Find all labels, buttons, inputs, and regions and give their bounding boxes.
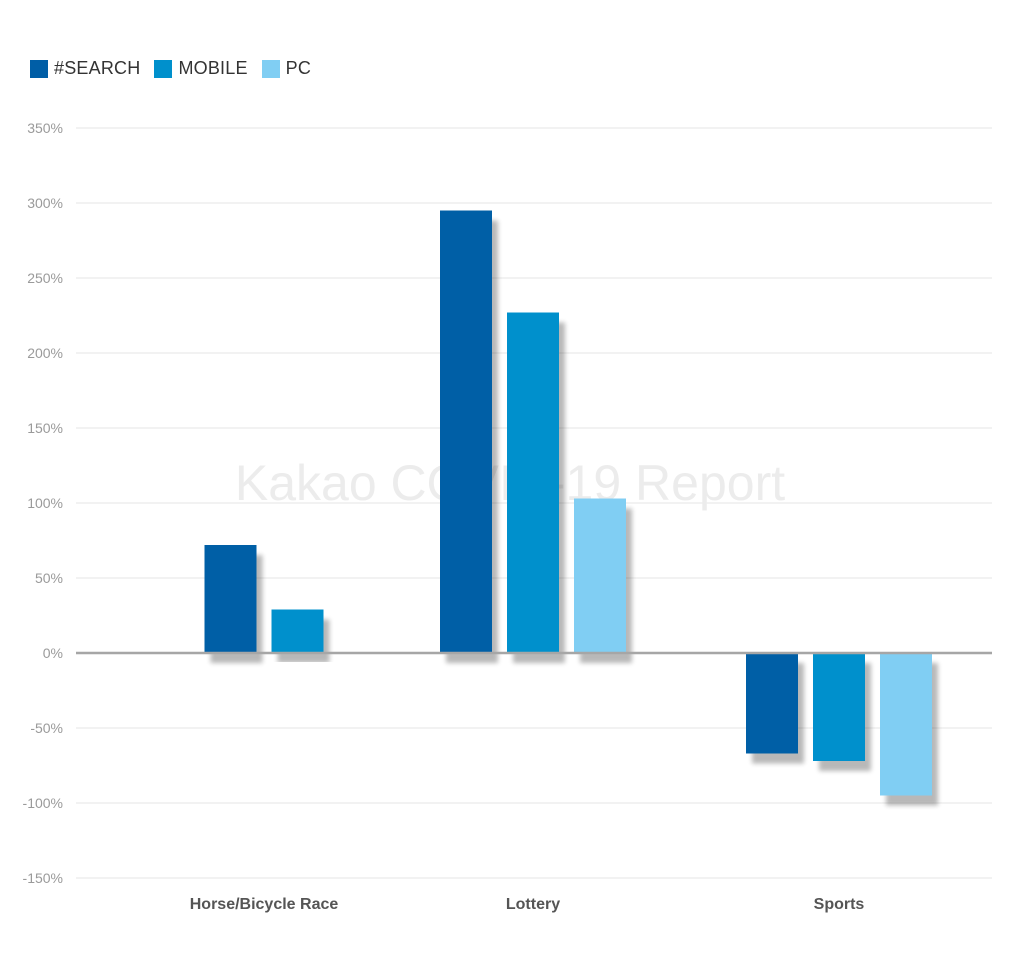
y-tick-label: 100%	[27, 495, 63, 511]
y-tick-label: -50%	[30, 720, 63, 736]
x-axis-categories: Horse/Bicycle Race Lottery Sports	[190, 896, 865, 913]
y-tick-label: 150%	[27, 420, 63, 436]
x-category-label: Lottery	[506, 896, 560, 913]
legend-swatch-pc	[261, 59, 280, 78]
y-tick-label: 50%	[35, 570, 63, 586]
y-tick-label: 250%	[27, 270, 63, 286]
y-tick-label: 200%	[27, 345, 63, 361]
bar-mobile-0[interactable]	[271, 609, 324, 654]
bar-search-1[interactable]	[440, 210, 492, 654]
legend-label-pc: PC	[285, 58, 312, 78]
bar-mobile-2[interactable]	[813, 653, 865, 761]
bar-pc-1[interactable]	[574, 498, 626, 654]
legend-swatch-search	[30, 59, 48, 78]
legend-item-mobile[interactable]: MOBILE	[154, 58, 247, 79]
bar-search-0[interactable]	[204, 545, 257, 653]
legend-item-pc[interactable]: PC	[261, 58, 312, 79]
y-tick-label: -150%	[23, 870, 63, 886]
bars	[204, 210, 932, 796]
y-tick-label: 300%	[27, 195, 63, 211]
legend-label-mobile: MOBILE	[178, 58, 248, 78]
y-tick-label: -100%	[23, 795, 63, 811]
legend-item-search[interactable]: #SEARCH	[30, 58, 140, 79]
y-tick-label: 0%	[43, 645, 63, 661]
bar-search-2[interactable]	[746, 653, 798, 754]
bar-pc-2[interactable]	[880, 653, 932, 796]
legend: #SEARCH MOBILE PC	[30, 58, 325, 79]
bar-mobile-1[interactable]	[507, 312, 559, 654]
x-category-label: Sports	[814, 896, 865, 913]
legend-swatch-mobile	[154, 59, 173, 78]
y-tick-label: 350%	[27, 120, 63, 136]
y-axis-ticks: 350% 300% 250% 200% 150% 100% 50% 0% -50% -100% -1…	[23, 120, 63, 886]
x-category-label: Horse/Bicycle Race	[190, 896, 339, 913]
legend-label-search: #SEARCH	[54, 58, 141, 78]
